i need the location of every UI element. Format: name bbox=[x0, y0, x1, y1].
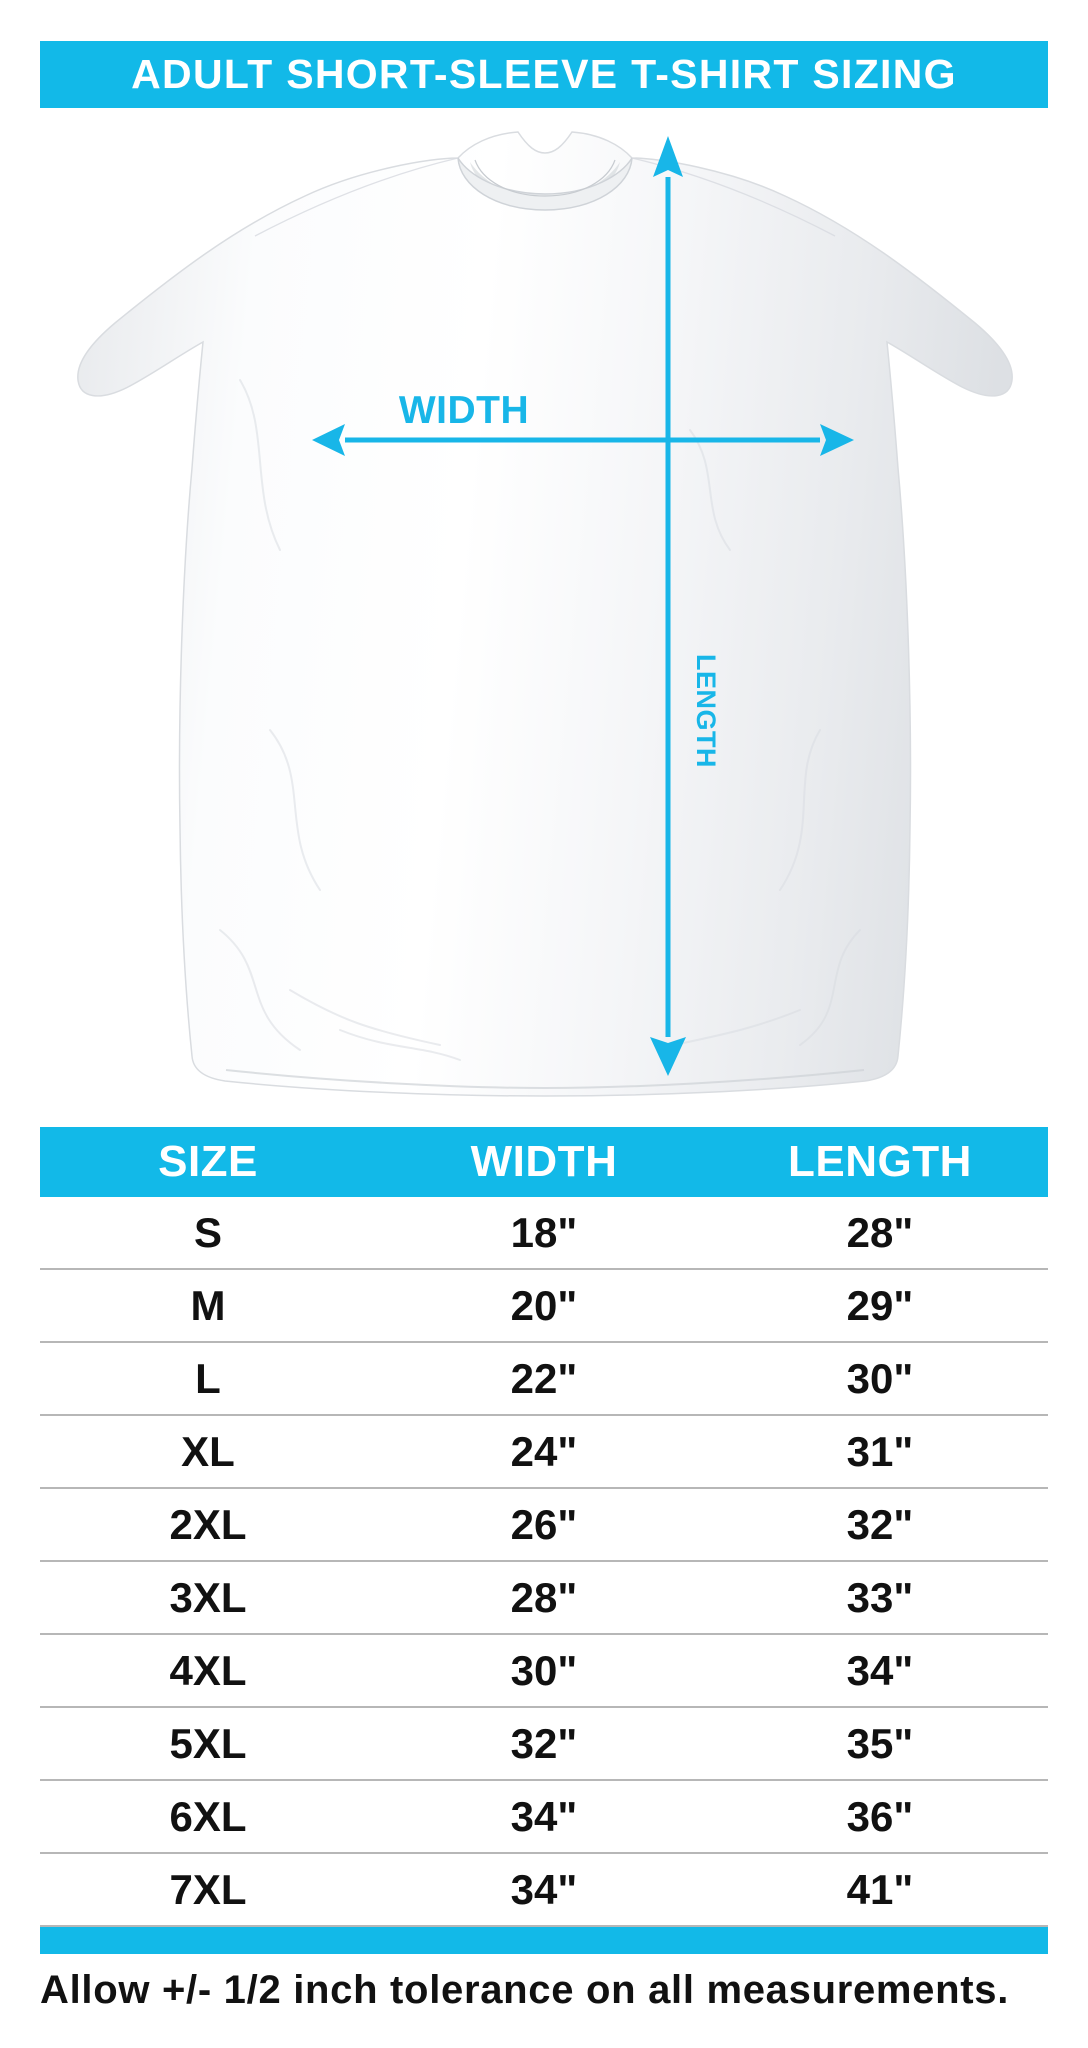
svg-text:WIDTH: WIDTH bbox=[399, 389, 529, 432]
svg-text:LENGTH: LENGTH bbox=[691, 654, 721, 768]
